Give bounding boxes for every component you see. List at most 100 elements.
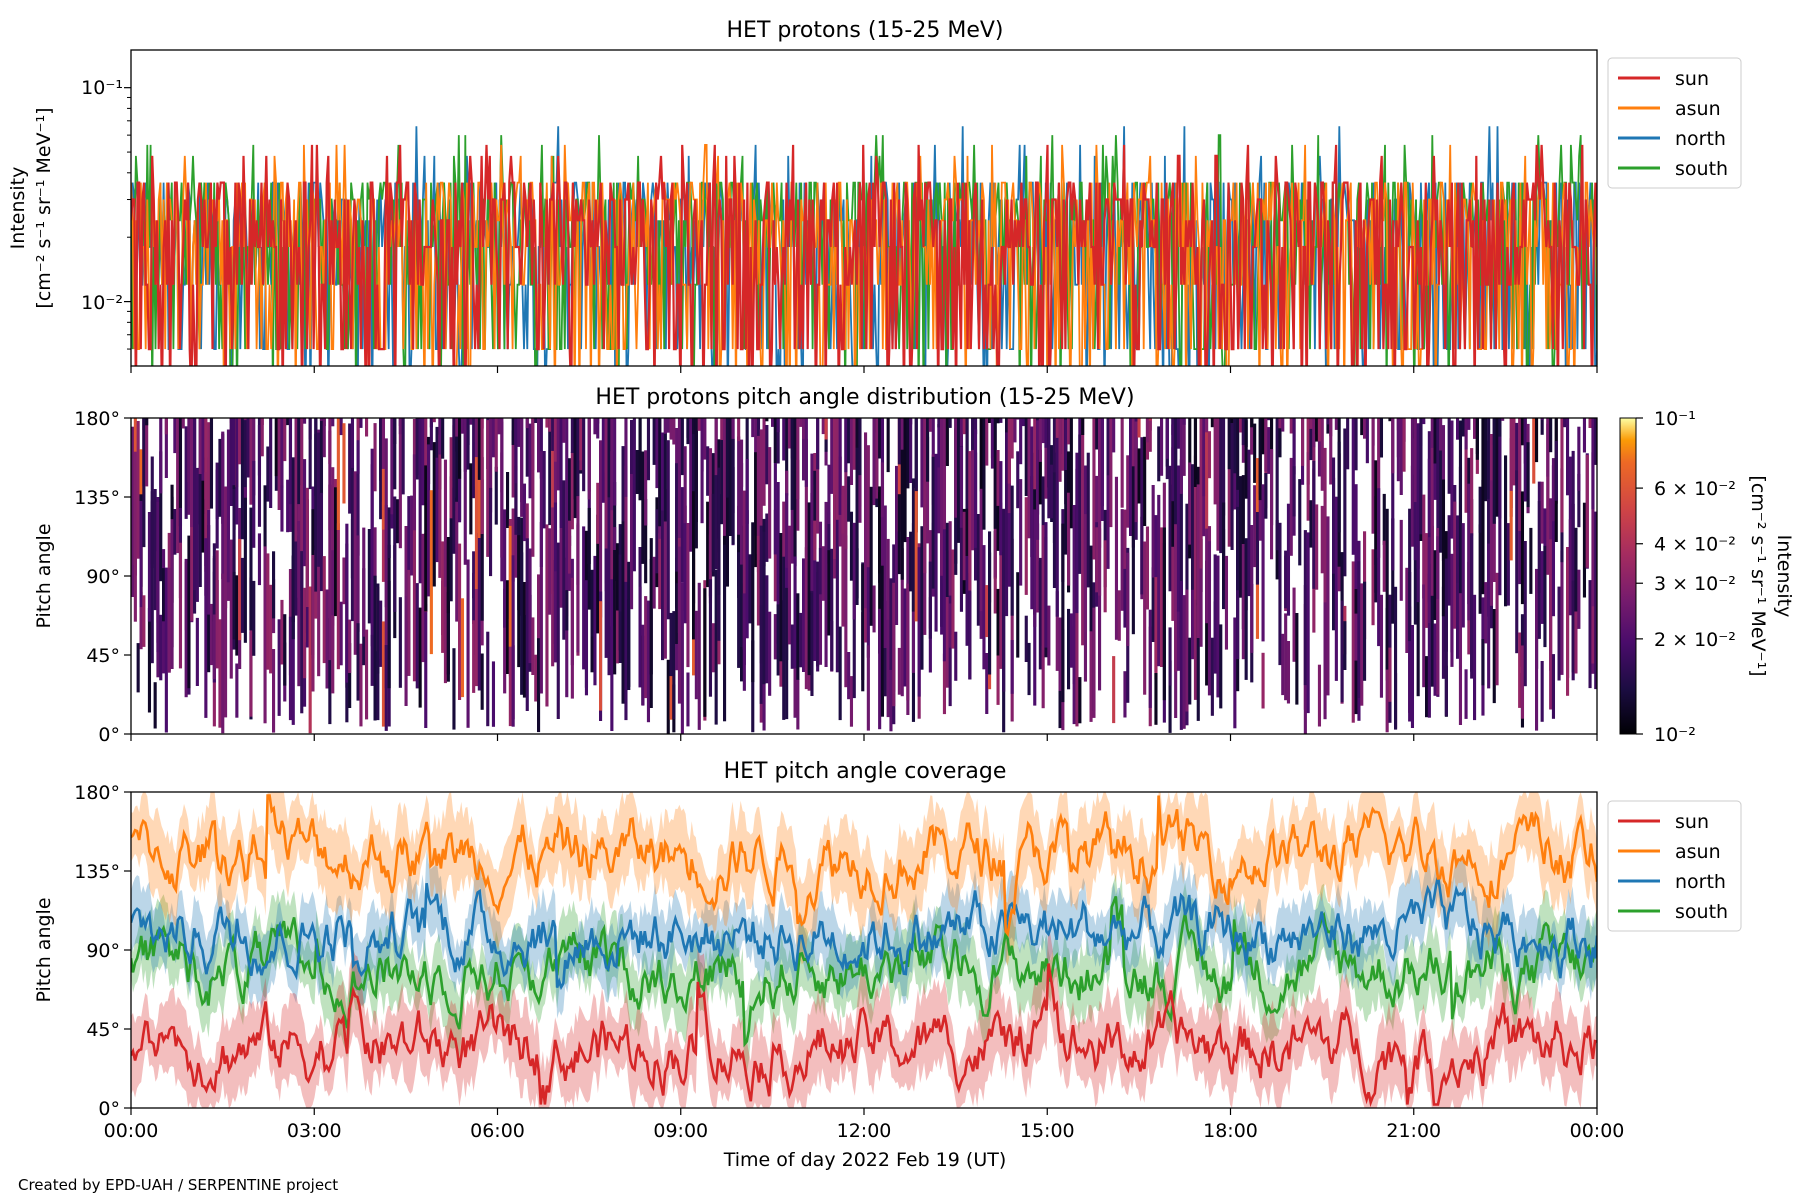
heatmap-cell (1016, 451, 1020, 509)
heatmap-cell (830, 418, 834, 494)
heatmap-cell (886, 538, 890, 641)
heatmap-cell (297, 521, 301, 687)
heatmap-cell (841, 494, 845, 627)
heatmap-cell (1543, 545, 1547, 648)
heatmap-cell (785, 493, 789, 568)
heatmap-cell (1501, 418, 1505, 421)
heatmap-cell (624, 466, 628, 582)
heatmap-cell (489, 418, 493, 513)
heatmap-cell (1109, 418, 1113, 528)
heatmap-cell (940, 418, 944, 576)
svg-text:sun: sun (1675, 811, 1709, 833)
heatmap-cell (398, 418, 402, 549)
heatmap-cell (849, 676, 854, 727)
heatmap-cell (903, 588, 907, 687)
heatmap-cell (1182, 595, 1186, 729)
heatmap-cell (1374, 549, 1378, 603)
panel1-series-group (131, 126, 1597, 366)
heatmap-cell (477, 533, 481, 691)
heatmap-cell (982, 545, 986, 670)
heatmap-cell (1563, 418, 1567, 426)
heatmap-cell (852, 418, 856, 470)
heatmap-cell (553, 418, 558, 462)
heatmap-cell (1399, 418, 1403, 495)
heatmap-cell (613, 418, 617, 506)
heatmap-cell (514, 418, 518, 484)
heatmap-cell (1067, 418, 1071, 445)
heatmap-cell (644, 499, 648, 584)
heatmap-cell (1551, 465, 1556, 617)
heatmap-cell (711, 623, 715, 673)
heatmap-cell (754, 452, 758, 568)
heatmap-cell (776, 418, 780, 464)
heatmap-cell (418, 607, 422, 708)
heatmap-cell (1100, 418, 1104, 521)
heatmap-cell (525, 538, 529, 711)
heatmap-cell (866, 645, 870, 731)
heatmap-cell (201, 418, 205, 517)
heatmap-cell (1033, 509, 1037, 627)
heatmap-cell (957, 418, 961, 543)
heatmap-cell (565, 557, 569, 631)
heatmap-cell (283, 418, 287, 462)
heatmap-cell (322, 418, 326, 458)
heatmap-cell (187, 418, 191, 515)
heatmap-cell (1306, 418, 1310, 485)
x-tick-label: 18:00 (1203, 1120, 1258, 1142)
heatmap-cell (1535, 568, 1539, 731)
heatmap-cell (336, 418, 340, 530)
heatmap-cell (1154, 577, 1158, 680)
heatmap-cell (1239, 418, 1243, 433)
heatmap-cell (1292, 587, 1296, 662)
heatmap-cell (869, 486, 873, 626)
heatmap-cell (833, 418, 837, 560)
svg-text:south: south (1675, 901, 1728, 923)
heatmap-cell (1574, 527, 1578, 614)
heatmap-cell (427, 444, 431, 597)
heatmap-cell (844, 535, 848, 688)
heatmap-cell (1202, 418, 1206, 497)
heatmap-cell (570, 577, 574, 699)
y-tick-label: 90° (86, 940, 120, 962)
heatmap-cell (779, 533, 783, 662)
heatmap-cell (348, 423, 352, 514)
heatmap-cell (1016, 418, 1020, 420)
heatmap-cell (855, 418, 859, 460)
heatmap-cell (142, 595, 146, 647)
heatmap-cell (703, 588, 707, 717)
heatmap-cell (948, 418, 952, 428)
heatmap-cell (466, 418, 470, 470)
heatmap-cell (274, 418, 278, 477)
heatmap-cell (517, 535, 521, 668)
heatmap-cell (1464, 418, 1468, 450)
heatmap-cell (1326, 516, 1330, 696)
heatmap-cell (1591, 581, 1595, 664)
heatmap-cell (1540, 418, 1544, 435)
heatmap-cell (948, 594, 952, 707)
heatmap-cell (1332, 559, 1336, 631)
heatmap-cell (697, 582, 701, 730)
heatmap-cell (1320, 418, 1324, 491)
heatmap-cell (759, 429, 763, 550)
heatmap-cell (243, 418, 247, 421)
heatmap-cell (762, 531, 766, 685)
heatmap-cell (663, 418, 667, 522)
heatmap-cell (1213, 418, 1217, 505)
heatmap-cell (1052, 472, 1057, 543)
heatmap-cell (1157, 494, 1161, 667)
heatmap-cell (993, 418, 997, 529)
heatmap-cell (1261, 418, 1265, 455)
heatmap-cell (387, 544, 391, 689)
heatmap-cell (142, 418, 146, 548)
heatmap-cell (1005, 432, 1009, 617)
heatmap-cell (331, 418, 335, 427)
heatmap-cell (1549, 539, 1553, 710)
heatmap-cell (286, 418, 290, 426)
heatmap-cell (1027, 418, 1031, 539)
heatmap-cell (497, 418, 501, 435)
heatmap-cell (1360, 418, 1364, 436)
heatmap-cell (356, 535, 360, 632)
heatmap-cell (204, 418, 208, 500)
heatmap-cell (714, 569, 718, 725)
heatmap-cell (1582, 418, 1587, 453)
